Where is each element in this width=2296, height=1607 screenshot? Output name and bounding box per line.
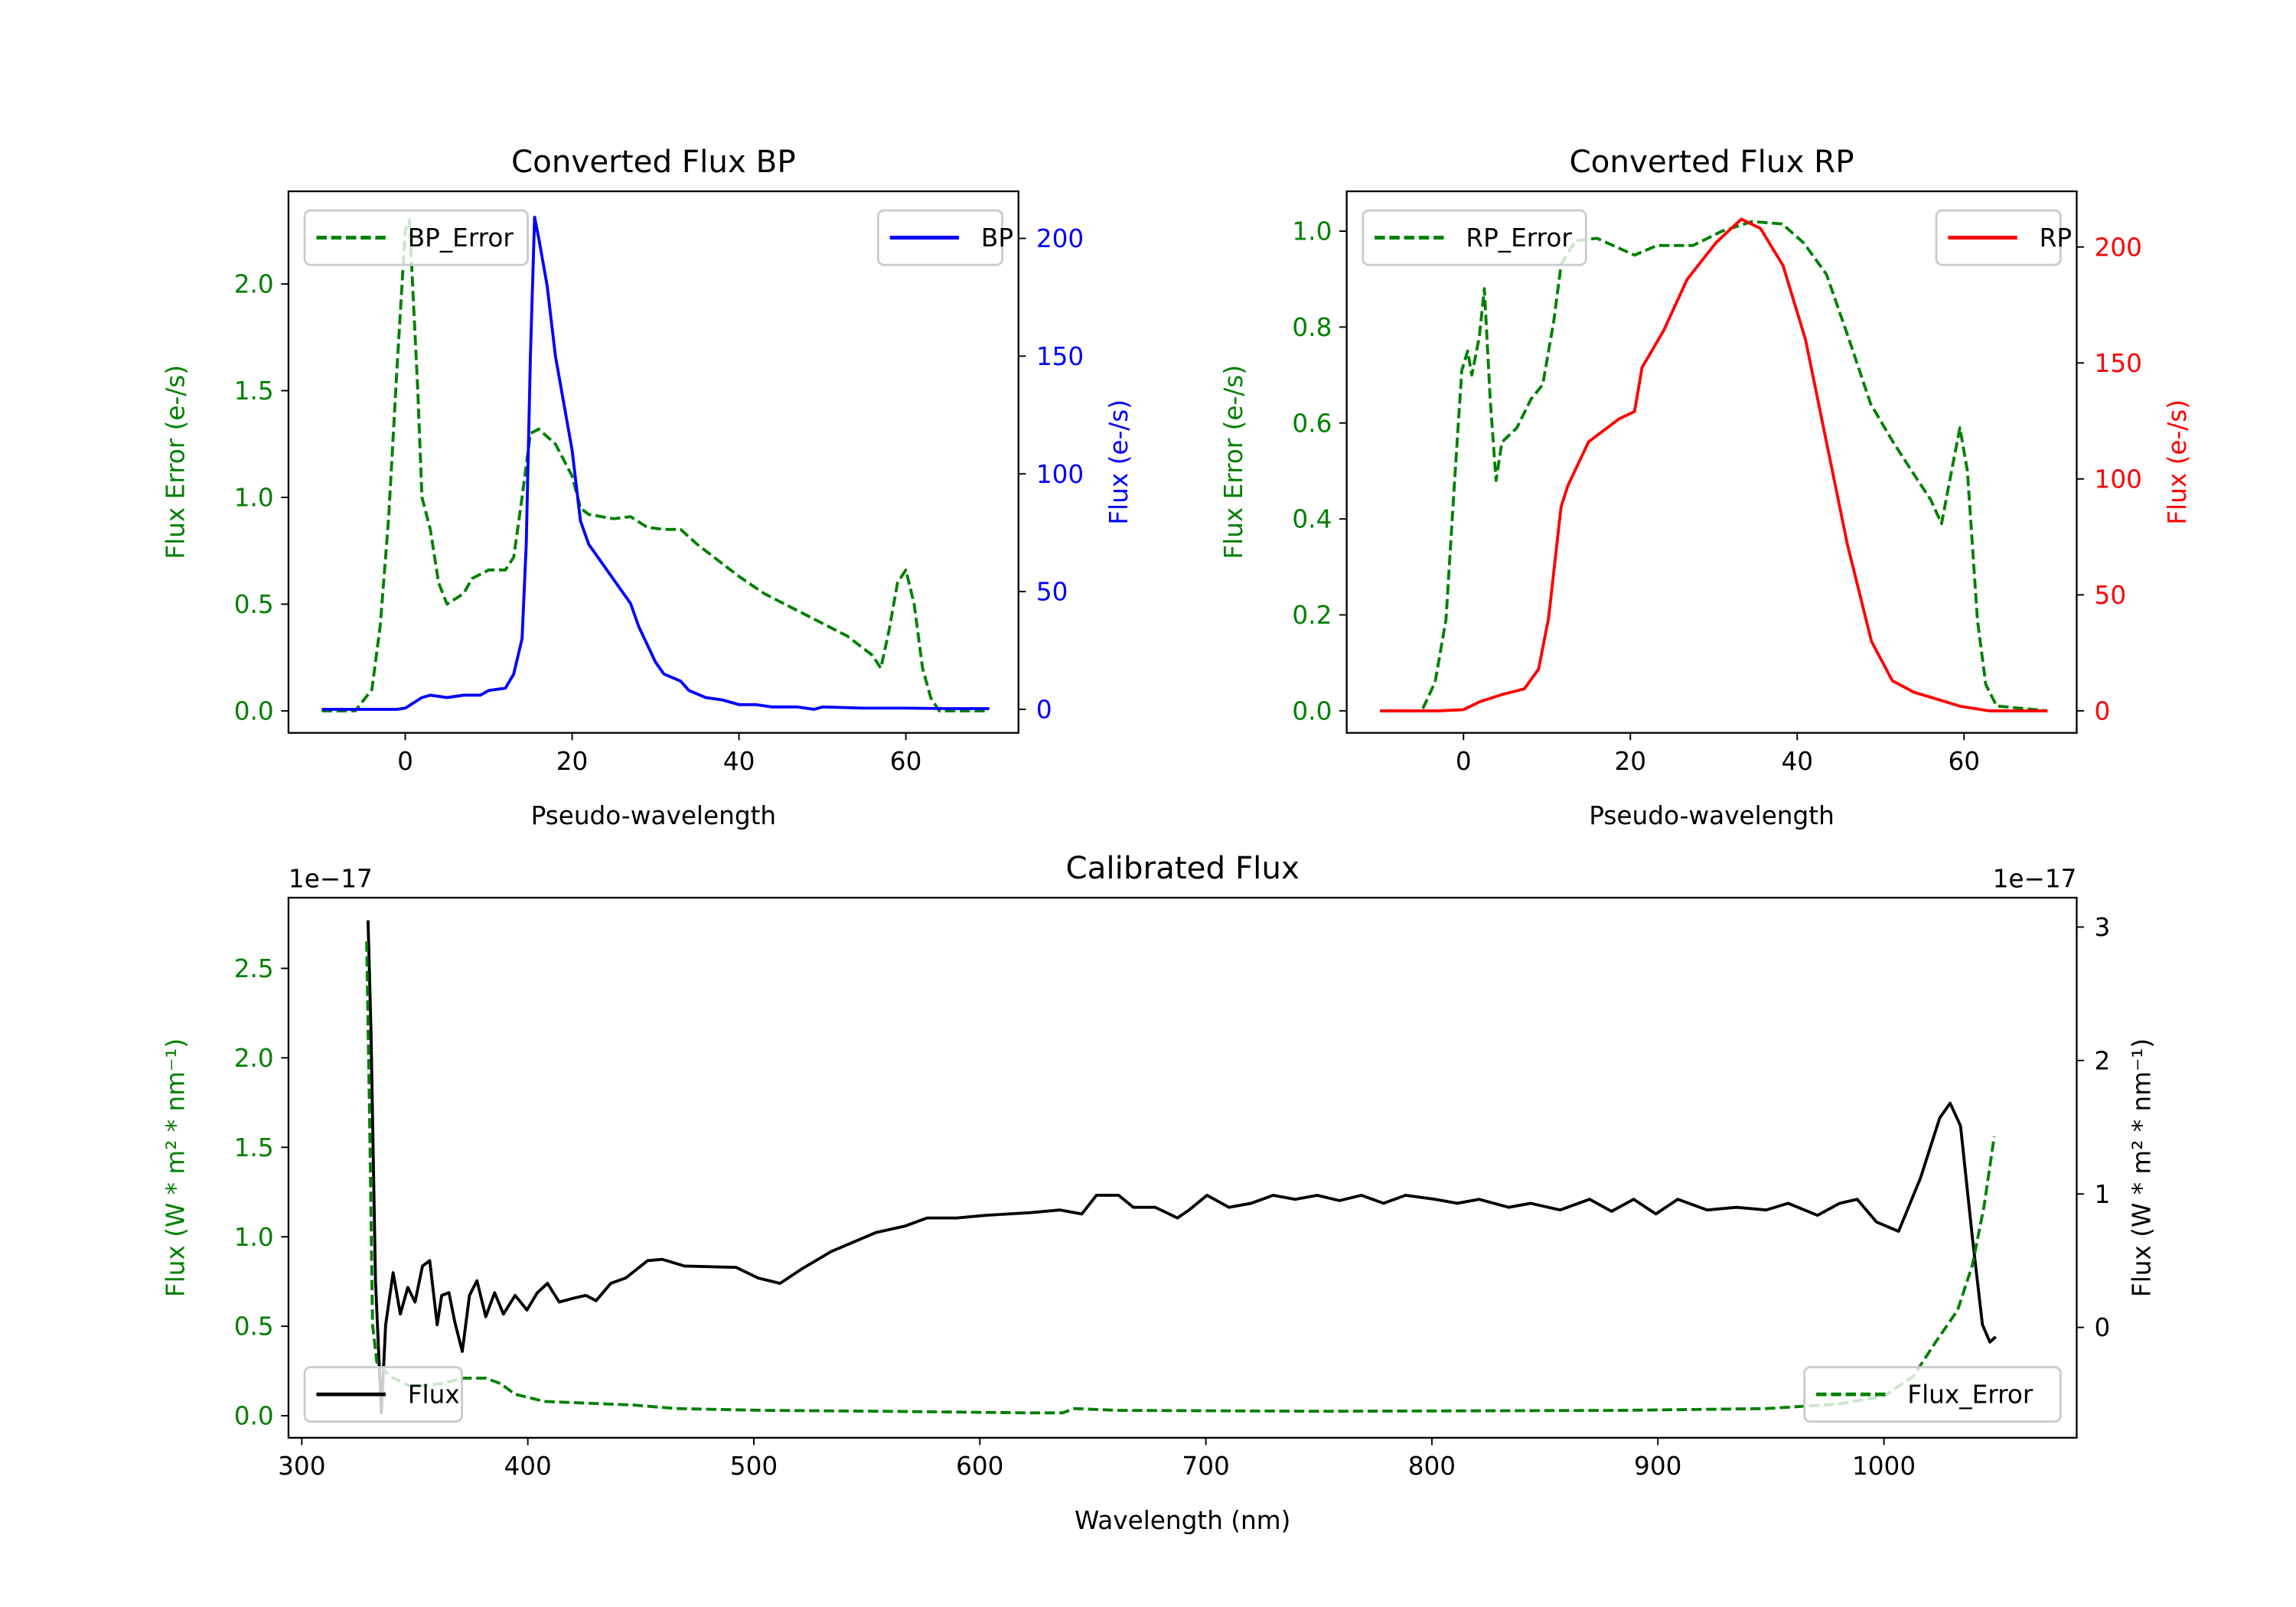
series-line-bp (321, 215, 990, 711)
y-left-axis-label: Flux (W * m² * nm⁻¹) (161, 1038, 190, 1297)
legend-bp-error: BP_Error (303, 209, 530, 266)
axes-frame (1345, 190, 2078, 734)
y-right-tick-label: 0 (1036, 695, 1052, 724)
y-left-axis-label: Flux Error (e-/s) (161, 365, 190, 559)
y-left-tick-label: 1.0 (234, 1223, 274, 1252)
panel-converted-flux-rp: 0 20 40 60 0.0 0.2 0.4 0.6 0.8 1.0 0 50 100 150 200 Con… (1219, 144, 2192, 830)
x-tick-label: 20 (556, 747, 589, 776)
y-right-tick-label: 200 (2095, 233, 2142, 262)
x-tick-label: 900 (1634, 1452, 1681, 1481)
legend-label: RP_Error (1466, 223, 1572, 253)
y-right-tick-label: 150 (2095, 349, 2142, 378)
x-tick-label: 40 (723, 747, 755, 776)
legend-box (1362, 209, 1587, 266)
x-tick-label: 0 (397, 747, 413, 776)
legend-box (1803, 1366, 2062, 1423)
x-tick-label: 40 (1781, 747, 1813, 776)
x-tick-label: 60 (890, 747, 922, 776)
legend-rp: RP (1935, 209, 2072, 266)
panel-calibrated-flux: 300 400 500 600 700 800 900 1000 0.0 0.5 1.0 1.5 2.0… (161, 850, 2156, 1535)
y-right-tick-label: 2 (2095, 1046, 2111, 1075)
x-axis-label: Pseudo-wavelength (1589, 801, 1835, 830)
legend-label: Flux (408, 1380, 460, 1410)
x-tick-label: 20 (1614, 747, 1646, 776)
series-line-rp (1380, 217, 2048, 712)
y-right-tick-label: 50 (2095, 581, 2127, 610)
x-tick-label: 800 (1408, 1452, 1456, 1481)
y-right-tick-label: 200 (1036, 224, 1084, 253)
y-left-tick-label: 2.0 (234, 1044, 274, 1073)
y-left-tick-label: 0.8 (1292, 313, 1332, 342)
series-group (1380, 217, 2048, 712)
legend-box (303, 209, 530, 266)
legend-rp-error: RP_Error (1362, 209, 1587, 266)
y-left-axis-label: Flux Error (e-/s) (1219, 365, 1248, 559)
x-tick-label: 60 (1949, 747, 1981, 776)
y-right-tick-label: 0 (2095, 696, 2111, 725)
x-tick-label: 500 (730, 1452, 778, 1481)
y-left-offset-text: 1e−17 (289, 865, 373, 894)
y-right-tick-label: 50 (1036, 578, 1068, 607)
y-right-tick-label: 3 (2095, 913, 2111, 942)
y-left-tick-label: 0.2 (1292, 601, 1332, 630)
x-tick-label: 300 (278, 1452, 325, 1481)
y-right-axis-label: Flux (e-/s) (2163, 399, 2192, 525)
series-line-rp-error (1380, 220, 2048, 712)
axes-frame (287, 190, 1019, 734)
y-right-axis-label: Flux (W * m² * nm⁻¹) (2128, 1038, 2157, 1297)
chart-title: Converted Flux RP (1569, 144, 1854, 180)
y-right-tick-label: 100 (2095, 464, 2142, 494)
x-tick-label: 400 (504, 1452, 551, 1481)
y-right-tick-label: 150 (1036, 342, 1084, 371)
x-tick-label: 1000 (1852, 1452, 1916, 1481)
y-right-axis-label: Flux (e-/s) (1104, 399, 1133, 525)
y-left-tick-label: 0.0 (1292, 696, 1332, 725)
legend-label: BP (981, 223, 1013, 253)
chart-title: Calibrated Flux (1065, 850, 1299, 886)
y-left-tick-label: 0.0 (234, 696, 274, 725)
y-left-tick-label: 1.0 (234, 484, 274, 513)
panel-converted-flux-bp: 0 20 40 60 0.0 0.5 1.0 1.5 2.0 0 50 100 150 200 Conver… (161, 144, 1133, 830)
x-axis-label: Pseudo-wavelength (531, 801, 777, 830)
x-tick-label: 0 (1456, 747, 1472, 776)
y-left-tick-label: 0.6 (1292, 409, 1332, 438)
y-left-tick-label: 0.5 (234, 590, 274, 619)
axes-frame (287, 896, 2078, 1439)
legend-label: Flux_Error (1907, 1380, 2033, 1410)
legend-label: RP (2040, 223, 2072, 253)
legend-label: BP_Error (408, 223, 514, 253)
y-left-tick-label: 0.5 (234, 1312, 274, 1341)
y-right-tick-label: 1 (2095, 1180, 2111, 1209)
x-tick-label: 700 (1182, 1452, 1229, 1481)
y-left-tick-label: 1.5 (234, 1133, 274, 1162)
y-left-tick-label: 0.0 (234, 1402, 274, 1431)
y-left-tick-label: 2.0 (234, 270, 274, 299)
chart-title: Converted Flux BP (511, 144, 796, 180)
y-right-tick-label: 0 (2095, 1313, 2111, 1342)
y-right-offset-text: 1e−17 (1993, 865, 2077, 894)
legend-flux-error: Flux_Error (1803, 1366, 2062, 1423)
legend-bp: BP (876, 209, 1013, 266)
x-tick-label: 600 (956, 1452, 1003, 1481)
legend-flux: Flux (303, 1366, 463, 1423)
y-left-tick-label: 1.0 (1292, 217, 1332, 246)
series-line-flux (366, 920, 1998, 1415)
series-group (321, 215, 990, 712)
y-right-tick-label: 100 (1036, 460, 1084, 489)
y-left-tick-label: 2.5 (234, 954, 274, 983)
x-axis-label: Wavelength (nm) (1075, 1506, 1290, 1535)
y-left-tick-label: 0.4 (1292, 505, 1332, 534)
y-left-tick-label: 1.5 (234, 376, 274, 406)
